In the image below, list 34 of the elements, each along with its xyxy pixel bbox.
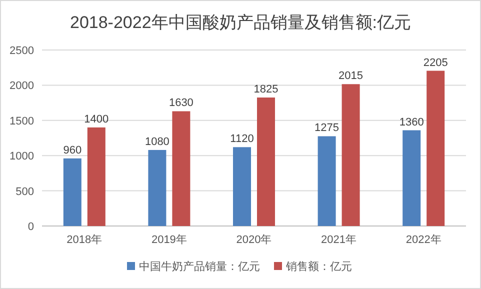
data-label: 1080 xyxy=(144,136,170,148)
title: 2018-2022年中国酸奶产品销量及销售额:亿元 xyxy=(70,13,412,32)
x-tick-label: 2019年 xyxy=(151,234,187,246)
legend-label: 中国牛奶产品销量：亿元 xyxy=(139,260,260,273)
data-label: 1275 xyxy=(314,122,340,134)
y-tick-label: 2500 xyxy=(10,45,34,57)
y-tick-label: 0 xyxy=(28,221,34,233)
data-label: 1360 xyxy=(399,116,424,128)
data-label: 960 xyxy=(63,144,82,156)
y-tick-label: 1500 xyxy=(10,115,34,128)
x-tick-label: 2020年 xyxy=(236,234,272,246)
data-label: 1630 xyxy=(168,97,194,110)
data-label: 2205 xyxy=(423,56,448,69)
x-tick-label: 2021年 xyxy=(321,234,357,246)
y-tick-label: 500 xyxy=(16,186,34,198)
legend-label: 销售额：亿元 xyxy=(285,260,352,273)
bar xyxy=(402,130,421,226)
bar xyxy=(257,98,275,226)
y-tick-label: 1000 xyxy=(10,150,34,163)
bar xyxy=(87,127,106,226)
bar xyxy=(426,70,445,226)
bar xyxy=(318,136,336,226)
data-label: 1400 xyxy=(84,113,109,126)
x-tick-label: 2018年 xyxy=(66,234,102,246)
bar xyxy=(233,147,251,226)
data-label: 1825 xyxy=(254,84,278,96)
x-tick-label: 2022年 xyxy=(406,234,442,246)
y-tick-label: 2000 xyxy=(10,80,34,92)
bar xyxy=(342,84,360,226)
data-label: 1120 xyxy=(230,133,254,146)
bar xyxy=(63,158,82,226)
bar xyxy=(172,111,190,226)
bar xyxy=(148,150,166,226)
data-label: 2015 xyxy=(338,70,364,82)
